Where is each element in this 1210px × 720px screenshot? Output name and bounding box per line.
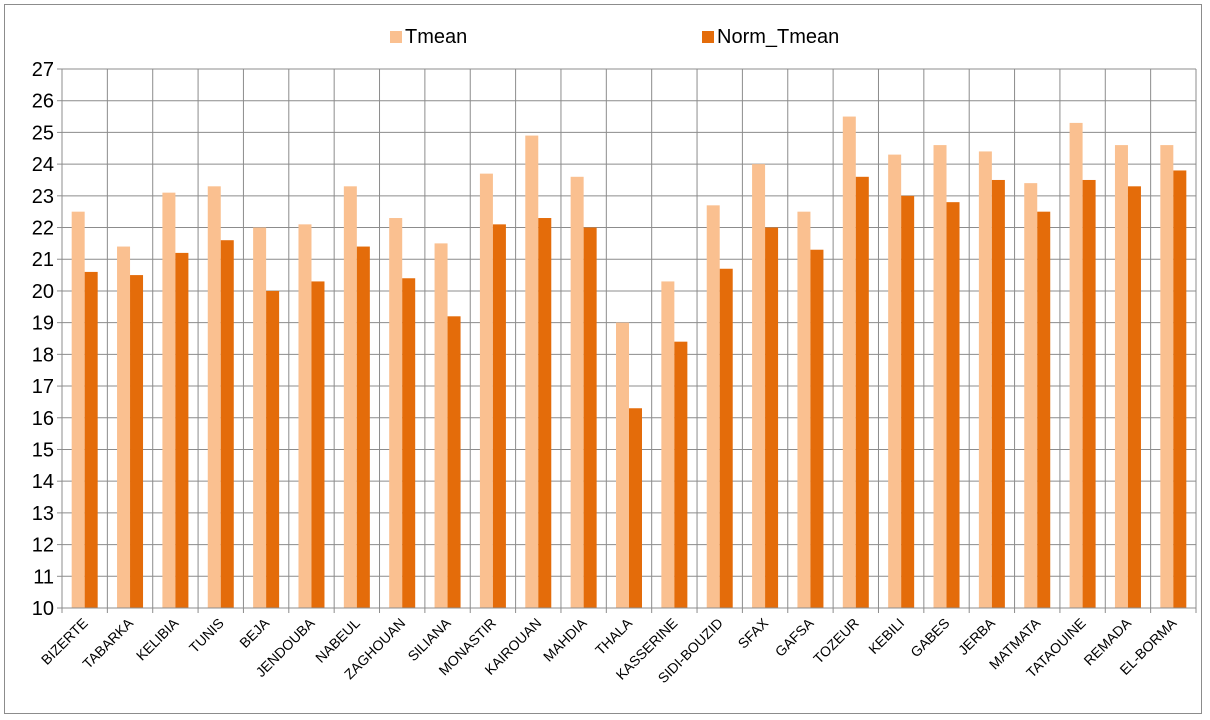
x-tick-label: TABARKA bbox=[79, 614, 136, 671]
bar-norm-tmean bbox=[492, 224, 506, 608]
y-tick-label: 14 bbox=[32, 471, 54, 493]
bar-norm-tmean bbox=[266, 290, 280, 608]
bar-tmean bbox=[298, 224, 312, 608]
legend-swatch-norm-tmean bbox=[702, 31, 714, 43]
y-tick-label: 24 bbox=[32, 154, 54, 176]
x-tick-label: SFAX bbox=[735, 614, 772, 651]
x-tick-label: KELIBIA bbox=[133, 614, 182, 663]
bar-norm-tmean bbox=[538, 218, 552, 609]
y-tick-label: 21 bbox=[32, 249, 54, 271]
legend: Tmean Norm_Tmean bbox=[390, 26, 839, 48]
bar-norm-tmean bbox=[991, 179, 1005, 608]
y-tick-label: 25 bbox=[32, 122, 54, 144]
bar-tmean bbox=[616, 322, 629, 608]
bar-tmean bbox=[1069, 122, 1083, 609]
bar-tmean bbox=[253, 227, 267, 608]
bar-tmean bbox=[343, 186, 357, 608]
legend-swatch-tmean bbox=[390, 31, 402, 43]
bar-norm-tmean bbox=[1082, 179, 1096, 608]
bar-tmean bbox=[1160, 145, 1174, 608]
bar-norm-tmean bbox=[901, 195, 915, 608]
bar-tmean bbox=[1024, 183, 1038, 608]
bar-norm-tmean bbox=[356, 246, 370, 608]
bar-norm-tmean bbox=[84, 271, 98, 608]
bar-norm-tmean bbox=[810, 249, 824, 609]
bar-tmean bbox=[752, 164, 766, 608]
bar-tmean bbox=[661, 281, 675, 608]
y-tick-label: 13 bbox=[32, 503, 54, 525]
y-tick-label: 27 bbox=[32, 59, 54, 81]
y-tick-label: 18 bbox=[32, 344, 54, 366]
legend-label-norm-tmean: Norm_Tmean bbox=[717, 26, 839, 48]
bar-norm-tmean bbox=[629, 408, 642, 608]
x-tick-label: TOZEUR bbox=[810, 615, 862, 667]
y-tick-label: 10 bbox=[32, 598, 54, 620]
bar-norm-tmean bbox=[1127, 186, 1141, 608]
bar-tmean bbox=[525, 135, 539, 609]
x-tick-label: GABES bbox=[907, 615, 952, 660]
y-tick-label: 17 bbox=[32, 376, 54, 398]
bar-tmean bbox=[389, 218, 403, 609]
x-tick-label: GAFSA bbox=[772, 614, 817, 659]
bar-norm-tmean bbox=[1173, 170, 1187, 609]
bar-tmean bbox=[978, 151, 992, 608]
bar-chart: Tmean Norm_Tmean 10 11 12 13 14 15 16 17 18 19 20 2… bbox=[32, 26, 1197, 686]
bar-tmean bbox=[570, 176, 584, 609]
bar-tmean bbox=[1114, 145, 1128, 608]
bars bbox=[71, 116, 1187, 609]
chart-container: Tmean Norm_Tmean 10 11 12 13 14 15 16 17 18 19 20 2… bbox=[4, 4, 1202, 714]
y-tick-label: 20 bbox=[32, 281, 54, 303]
x-tick-label: BEJA bbox=[236, 614, 273, 651]
bar-norm-tmean bbox=[765, 227, 779, 608]
x-tick-label: TUNIS bbox=[186, 615, 227, 656]
bar-norm-tmean bbox=[175, 252, 189, 609]
bar-tmean bbox=[207, 186, 221, 608]
bar-tmean bbox=[842, 116, 856, 608]
bar-tmean bbox=[706, 205, 720, 608]
bar-norm-tmean bbox=[130, 275, 144, 608]
y-tick-label: 26 bbox=[32, 91, 54, 113]
bar-norm-tmean bbox=[220, 240, 234, 608]
bar-norm-tmean bbox=[946, 202, 960, 608]
x-tick-label: KEBILI bbox=[865, 615, 907, 657]
y-tick-label: 23 bbox=[32, 186, 54, 208]
bar-norm-tmean bbox=[674, 341, 688, 608]
y-tick-label: 11 bbox=[33, 566, 54, 588]
bar-norm-tmean bbox=[402, 278, 416, 608]
y-tick-label: 16 bbox=[32, 408, 54, 430]
bar-tmean bbox=[117, 246, 131, 608]
bar-tmean bbox=[71, 211, 85, 609]
bar-tmean bbox=[888, 154, 902, 608]
y-tick-label: 22 bbox=[32, 218, 54, 240]
bar-tmean bbox=[162, 192, 176, 608]
bar-norm-tmean bbox=[583, 227, 597, 608]
bar-tmean bbox=[434, 243, 448, 608]
x-tick-label: THALA bbox=[592, 614, 636, 658]
bar-norm-tmean bbox=[855, 176, 869, 609]
y-tick-label: 12 bbox=[32, 535, 54, 557]
bar-norm-tmean bbox=[311, 281, 325, 608]
y-tick-label: 15 bbox=[32, 439, 54, 461]
legend-label-tmean: Tmean bbox=[405, 26, 467, 48]
bar-tmean bbox=[933, 145, 947, 608]
axes bbox=[57, 68, 1196, 609]
y-tick-label: 19 bbox=[32, 313, 54, 335]
bar-tmean bbox=[479, 173, 493, 609]
y-axis-tick-labels: 10 11 12 13 14 15 16 17 18 19 20 21 22 23 24 25 26 27 bbox=[32, 59, 54, 620]
bar-tmean bbox=[797, 211, 811, 609]
gridlines bbox=[61, 68, 1197, 613]
x-tick-label: MAHDIA bbox=[540, 614, 590, 664]
bar-norm-tmean bbox=[719, 268, 733, 608]
bar-norm-tmean bbox=[1037, 211, 1051, 609]
x-tick-label: JERBA bbox=[955, 614, 999, 658]
bar-norm-tmean bbox=[447, 316, 461, 608]
